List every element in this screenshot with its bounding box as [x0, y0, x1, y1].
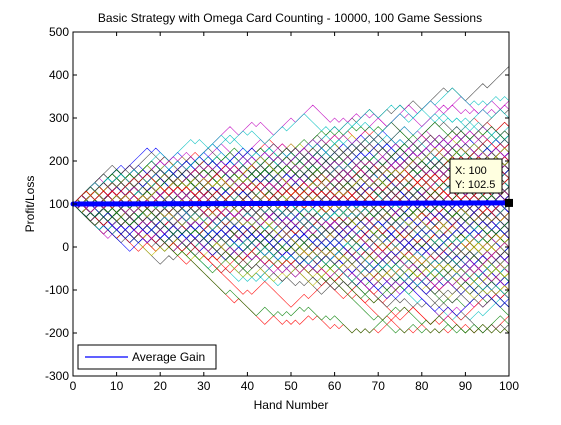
- x-tick-label: 100: [499, 379, 519, 393]
- chart-title: Basic Strategy with Omega Card Counting …: [98, 11, 482, 25]
- legend[interactable]: Average Gain: [77, 344, 217, 370]
- x-axis-label: Hand Number: [254, 398, 329, 412]
- y-tick-label: -200: [45, 326, 69, 340]
- y-tick-label: 100: [49, 197, 69, 211]
- x-tick-label: 50: [284, 379, 298, 393]
- session-traces: [73, 66, 509, 334]
- x-tick-label: 80: [415, 379, 429, 393]
- session-line: [73, 199, 509, 274]
- session-line: [73, 147, 509, 209]
- x-tick-label: 20: [154, 379, 168, 393]
- datatip[interactable]: X: 100 Y: 102.5: [449, 158, 513, 207]
- y-tick-label: 200: [49, 154, 69, 168]
- datatip-x-label: X: 100: [455, 165, 487, 177]
- y-axis: -300 -200 -100 0 100 200 300 400 500: [45, 25, 509, 383]
- session-line: [73, 160, 509, 214]
- x-axis: 0 10 20 30 40 50 60 70 80 90 100: [70, 32, 519, 393]
- x-tick-label: 10: [110, 379, 124, 393]
- y-tick-label: -100: [45, 283, 69, 297]
- y-tick-label: 300: [49, 111, 69, 125]
- y-tick-label: 500: [49, 25, 69, 39]
- x-tick-label: 60: [328, 379, 342, 393]
- session-line: [73, 203, 509, 261]
- datatip-marker[interactable]: [505, 198, 513, 207]
- y-tick-label: 0: [62, 240, 69, 254]
- datatip-box: [449, 158, 503, 194]
- x-tick-label: 40: [241, 379, 255, 393]
- y-axis-label: Profit/Loss: [23, 176, 37, 233]
- y-tick-label: 400: [49, 68, 69, 82]
- x-tick-label: 0: [70, 379, 77, 393]
- y-tick-label: -300: [45, 369, 69, 383]
- x-tick-label: 30: [197, 379, 211, 393]
- datatip-y-label: Y: 102.5: [455, 179, 495, 191]
- session-line: [73, 173, 509, 214]
- x-tick-label: 70: [372, 379, 386, 393]
- legend-label-average-gain: Average Gain: [132, 350, 205, 364]
- average-gain-line: [72, 200, 510, 207]
- x-tick-label: 90: [459, 379, 473, 393]
- session-line: [73, 108, 509, 205]
